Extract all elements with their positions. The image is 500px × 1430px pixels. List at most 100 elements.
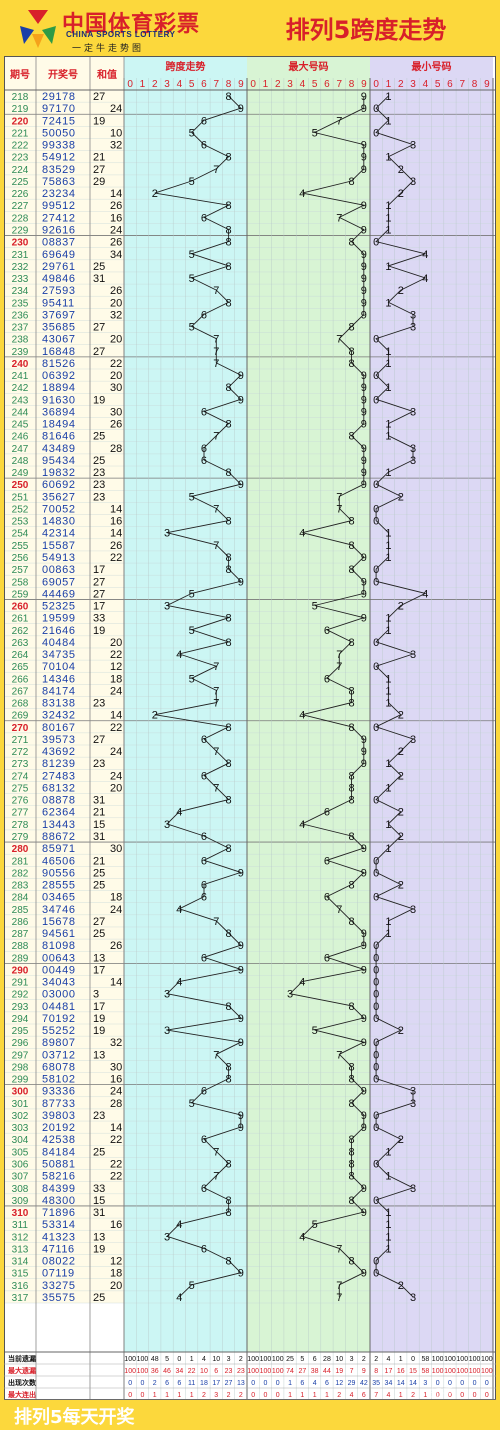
issue-number: 242 <box>12 383 29 394</box>
max-value-mark: 7 <box>336 1280 342 1292</box>
min-digit-header: 1 <box>386 79 392 90</box>
sum-value: 13 <box>93 952 105 964</box>
draw-number: 35685 <box>42 322 76 334</box>
span-value-mark: 5 <box>189 588 195 600</box>
draw-number: 04481 <box>42 1001 76 1013</box>
issue-number: 261 <box>12 614 29 625</box>
max-value-mark: 9 <box>361 370 367 382</box>
min-stats-value: 2 <box>374 1356 378 1363</box>
span-value-mark: 9 <box>238 964 244 976</box>
span-value-mark: 8 <box>225 91 231 103</box>
min-value-mark: 0 <box>373 952 379 964</box>
draw-number: 08022 <box>42 1256 76 1268</box>
max-value-mark: 5 <box>312 601 318 613</box>
draw-number: 87733 <box>42 1098 76 1110</box>
min-value-mark: 1 <box>385 843 391 855</box>
span-stats-value: 3 <box>214 1392 218 1399</box>
min-value-mark: 1 <box>385 152 391 164</box>
sum-value: 22 <box>110 649 122 661</box>
draw-number: 75863 <box>42 176 76 188</box>
draw-number: 50050 <box>42 127 76 139</box>
min-value-mark: 3 <box>410 1183 416 1195</box>
min-stats-value: 3 <box>423 1380 427 1387</box>
max-digit-header: 8 <box>349 79 355 90</box>
span-value-mark: 9 <box>238 1037 244 1049</box>
max-value-mark: 9 <box>361 734 367 746</box>
span-value-mark: 3 <box>164 1231 170 1243</box>
draw-number: 85971 <box>42 843 76 855</box>
sum-value: 20 <box>110 334 122 346</box>
draw-number: 43692 <box>42 746 76 758</box>
min-value-mark: 1 <box>385 613 391 625</box>
issue-number: 225 <box>12 177 29 188</box>
issue-number: 273 <box>12 759 29 770</box>
min-stats-value: 100 <box>444 1356 456 1363</box>
min-value-mark: 0 <box>373 576 379 588</box>
draw-number: 29178 <box>42 91 76 103</box>
span-value-mark: 5 <box>189 625 195 637</box>
span-value-mark: 8 <box>225 516 231 528</box>
sum-value: 28 <box>110 443 122 455</box>
brand-name: 中国体育彩票 <box>62 12 201 37</box>
span-value-mark: 3 <box>164 1025 170 1037</box>
draw-number: 53314 <box>42 1219 76 1231</box>
min-digit-header: 0 <box>373 79 379 90</box>
draw-number: 15587 <box>42 540 76 552</box>
span-value-mark: 3 <box>164 989 170 1001</box>
min-value-mark: 1 <box>385 115 391 127</box>
sum-value: 25 <box>93 261 105 273</box>
min-value-mark: 3 <box>410 1292 416 1304</box>
draw-number: 00449 <box>42 964 76 976</box>
min-stats-value: 16 <box>397 1368 405 1375</box>
span-value-mark: 5 <box>189 1098 195 1110</box>
max-value-mark: 9 <box>361 91 367 103</box>
issue-number: 284 <box>12 893 29 904</box>
issue-number: 280 <box>12 844 29 855</box>
min-stats-value: 100 <box>432 1368 444 1375</box>
min-stats-value: 14 <box>409 1380 417 1387</box>
issue-number: 251 <box>12 492 29 503</box>
issue-number: 290 <box>12 965 29 976</box>
min-value-mark: 0 <box>373 479 379 491</box>
issue-number: 260 <box>12 602 29 613</box>
span-stats-value: 17 <box>212 1380 220 1387</box>
issue-number: 276 <box>12 796 29 807</box>
draw-number: 42538 <box>42 1134 76 1146</box>
span-digit-header: 3 <box>164 79 170 90</box>
span-value-mark: 3 <box>164 528 170 540</box>
min-stats-value: 100 <box>444 1368 456 1375</box>
max-value-mark: 8 <box>348 685 354 697</box>
span-stats-value: 6 <box>214 1368 218 1375</box>
span-panel-header: 跨度走势 <box>166 60 206 73</box>
max-value-mark: 3 <box>287 989 293 1001</box>
sum-value: 14 <box>110 1122 122 1134</box>
span-value-mark: 8 <box>225 564 231 576</box>
span-value-mark: 8 <box>225 843 231 855</box>
issue-number: 300 <box>12 1087 29 1098</box>
max-value-mark: 8 <box>348 1134 354 1146</box>
span-value-mark: 7 <box>213 746 219 758</box>
min-value-mark: 1 <box>385 382 391 394</box>
min-value-mark: 1 <box>385 685 391 697</box>
max-stats-value: 2 <box>337 1392 341 1399</box>
min-value-mark: 2 <box>398 1134 404 1146</box>
min-value-mark: 2 <box>398 1280 404 1292</box>
issue-number: 263 <box>12 638 29 649</box>
span-value-mark: 7 <box>213 334 219 346</box>
page-title: 排列5跨度走势 <box>285 16 447 44</box>
issue-number: 282 <box>12 868 29 879</box>
span-value-mark: 9 <box>238 370 244 382</box>
draw-number: 70052 <box>42 503 76 515</box>
sum-value: 23 <box>93 479 105 491</box>
draw-number: 28555 <box>42 880 76 892</box>
min-value-mark: 3 <box>410 734 416 746</box>
brand-english: CHINA SPORTS LOTTERY <box>66 30 176 39</box>
span-value-mark: 8 <box>225 552 231 564</box>
span-value-mark: 8 <box>225 419 231 431</box>
issue-number: 294 <box>12 1014 29 1025</box>
span-value-mark: 4 <box>176 1219 182 1231</box>
draw-number: 19599 <box>42 613 76 625</box>
draw-number: 47116 <box>42 1243 75 1255</box>
issue-number: 234 <box>12 286 29 297</box>
sum-value: 25 <box>93 1146 105 1158</box>
